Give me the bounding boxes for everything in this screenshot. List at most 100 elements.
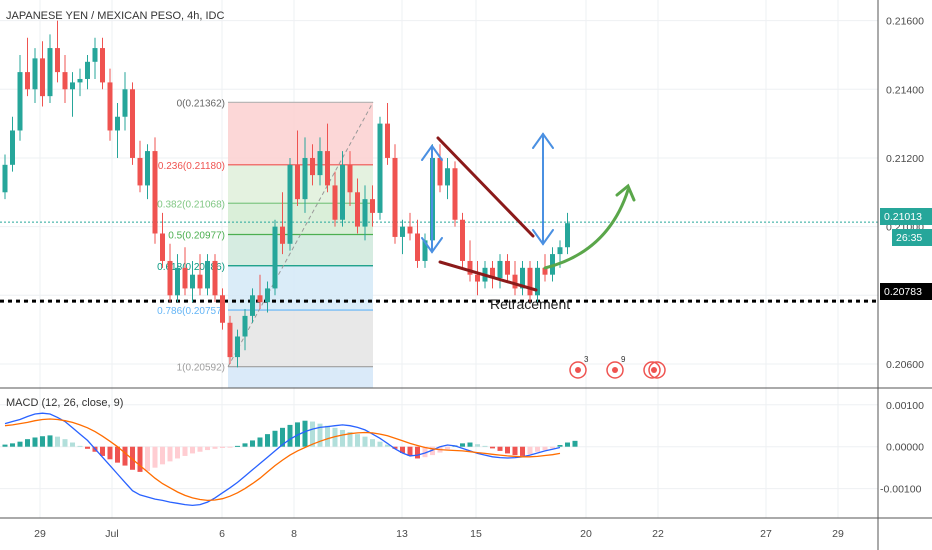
- last-price-value: 0.21013: [884, 211, 922, 223]
- signal-line: [4, 418, 561, 502]
- macd-histogram-bar: [40, 436, 45, 447]
- macd-histogram-bar: [145, 446, 150, 472]
- candle-body: [557, 247, 563, 255]
- time-axis[interactable]: 29 Jul 6 8 13 15 20 22 27 29: [34, 528, 844, 540]
- candle-body: [265, 288, 270, 303]
- double-arrow-right-icon[interactable]: [532, 132, 554, 246]
- candle-body: [205, 260, 210, 289]
- macd-histogram-bar: [265, 434, 270, 447]
- candle-body: [527, 267, 533, 296]
- candle-body: [407, 226, 413, 234]
- curved-arrow-icon[interactable]: [543, 183, 636, 270]
- candle-body: [332, 185, 338, 220]
- macd-histogram-bar: [355, 434, 360, 447]
- macd-histogram-bar: [47, 435, 53, 447]
- macd-histogram-bar: [422, 446, 428, 458]
- candle-body: [280, 226, 285, 244]
- candle-body: [235, 336, 240, 358]
- dividend-event-icon[interactable]: 9: [606, 355, 626, 379]
- candle-body: [355, 192, 360, 227]
- candle-body: [467, 260, 473, 275]
- macd-tick-label: 0.00000: [886, 442, 924, 454]
- macd-histogram-bar: [2, 444, 8, 447]
- candle-body: [565, 223, 570, 248]
- macd-axis[interactable]: 0.00100 0.00000 -0.00100: [880, 400, 924, 496]
- upper-trend-line[interactable]: [436, 136, 535, 238]
- macd-histogram-bar: [347, 432, 353, 447]
- lower-trend-line[interactable]: [438, 260, 538, 292]
- macd-histogram-bar: [280, 427, 285, 447]
- macd-histogram-bar: [542, 446, 548, 451]
- macd-histogram-bar: [400, 446, 405, 453]
- fib-level-label: 0(0.21362): [177, 98, 225, 109]
- candle-body: [505, 260, 510, 275]
- candle-body: [295, 164, 300, 200]
- candle-body: [445, 168, 450, 186]
- candle-body: [437, 157, 443, 186]
- symbol-title[interactable]: JAPANESE YEN / MEXICAN PESO, 4h, IDC: [6, 10, 224, 22]
- macd-histogram-bar: [557, 445, 563, 447]
- candle-body: [17, 72, 23, 131]
- fibonacci-retracement[interactable]: 0(0.21362) 0.236(0.21180) 0.382(0.21068) 0.…: [157, 98, 373, 388]
- candle-body: [340, 164, 345, 220]
- fib-zone: [228, 234, 373, 266]
- macd-histogram-bar: [430, 446, 435, 456]
- candle-body: [115, 116, 120, 131]
- macd-histogram-bar: [385, 444, 390, 447]
- candle-body: [85, 61, 90, 79]
- macd-histogram-bar: [310, 421, 315, 447]
- macd-histogram-bar: [370, 439, 375, 447]
- candle-body: [490, 267, 495, 279]
- macd-histogram-bar: [55, 436, 60, 447]
- fib-level-label: 0.382(0.21068): [157, 199, 225, 210]
- earnings-event-icon[interactable]: 3: [569, 355, 589, 379]
- macd-histogram-bar: [227, 446, 233, 448]
- macd-histogram-bar: [152, 446, 158, 468]
- time-tick-label: 15: [470, 528, 482, 540]
- candle-body: [287, 164, 293, 244]
- candle-body: [182, 267, 188, 289]
- candle-body: [362, 199, 368, 227]
- price-tick-label: 0.21200: [886, 153, 924, 165]
- candle-body: [475, 274, 480, 282]
- time-tick-label: 29: [34, 528, 46, 540]
- candle-body: [415, 233, 420, 261]
- price-tick-label: 0.21600: [886, 16, 924, 28]
- candle-body: [100, 48, 105, 83]
- candle-body: [167, 260, 173, 296]
- candle-body: [122, 89, 128, 117]
- event-badges[interactable]: 3 9: [569, 355, 666, 379]
- macd-histogram-bar: [497, 446, 503, 451]
- macd-histogram-bar: [415, 446, 420, 459]
- candle-body: [92, 48, 98, 62]
- macd-histogram-bar: [137, 446, 143, 472]
- macd-histogram-bar: [190, 446, 195, 454]
- time-tick-label: Jul: [105, 528, 118, 540]
- candle-body: [25, 72, 30, 90]
- fib-level-label: 0.5(0.20977): [168, 231, 225, 242]
- macd-histogram-bar: [197, 446, 203, 452]
- macd-panel[interactable]: [2, 412, 578, 507]
- candle-body: [310, 157, 315, 176]
- candle-body: [130, 89, 135, 158]
- candle-body: [175, 267, 180, 296]
- candle-body: [385, 123, 390, 158]
- macd-histogram-bar: [287, 424, 293, 447]
- candle-body: [512, 274, 518, 289]
- macd-histogram-bar: [512, 446, 518, 456]
- macd-title[interactable]: MACD (12, 26, close, 9): [6, 397, 123, 409]
- split-event-icon[interactable]: [643, 361, 666, 379]
- drawings[interactable]: Retracement: [421, 132, 636, 312]
- macd-histogram-bar: [130, 446, 135, 470]
- double-arrow-left-icon[interactable]: [421, 144, 443, 254]
- price-tick-label: 0.20600: [886, 359, 924, 371]
- candle-body: [377, 123, 383, 213]
- macd-histogram-bar: [302, 420, 308, 447]
- candle-body: [242, 315, 248, 337]
- candle-body: [272, 226, 278, 289]
- macd-histogram-bar: [250, 440, 255, 447]
- macd-histogram-bar: [220, 446, 225, 448]
- macd-histogram-bar: [572, 440, 578, 447]
- price-axis[interactable]: 0.216000.214000.212000.210000.208000.206…: [886, 16, 924, 371]
